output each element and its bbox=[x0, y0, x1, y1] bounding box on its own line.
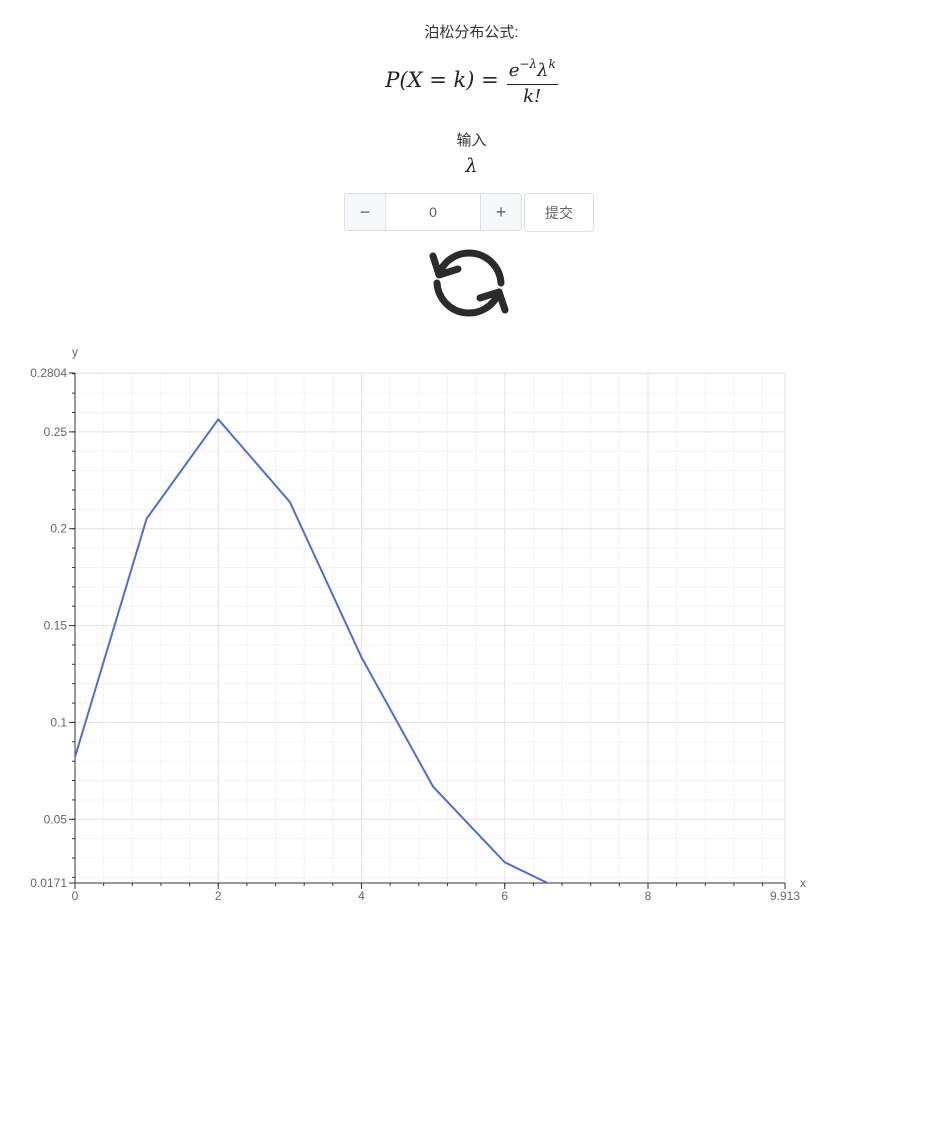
x-tick-label: 6 bbox=[501, 889, 508, 903]
formula-denominator: k! bbox=[523, 85, 542, 107]
poisson-formula: P(X = k) = e−λλk k! bbox=[0, 52, 943, 108]
y-tick-label: 0.05 bbox=[44, 812, 68, 826]
input-label: 输入 bbox=[456, 132, 487, 149]
decrement-button[interactable]: − bbox=[345, 194, 386, 230]
y-tick-label: 0.2804 bbox=[30, 366, 67, 380]
lambda-input[interactable] bbox=[386, 194, 480, 230]
formula-fraction: e−λλk k! bbox=[506, 54, 558, 107]
numerator-exponent: −λ bbox=[519, 56, 538, 71]
increment-button[interactable]: + bbox=[480, 194, 521, 230]
series-line bbox=[75, 418, 550, 883]
formula-title: 泊松分布公式: bbox=[424, 24, 519, 41]
poisson-chart: 0 2 4 6 8 9.913 0.0171 0.05 0.1 0.15 0.2 0.25 0.2804… bbox=[30, 345, 806, 903]
y-tick-label: 0.1 bbox=[50, 715, 67, 729]
lambda-stepper: − + bbox=[344, 193, 522, 231]
x-tick-label: 8 bbox=[645, 889, 652, 903]
x-tick-label: 9.913 bbox=[770, 889, 800, 903]
x-tick-label: 0 bbox=[72, 889, 79, 903]
submit-button[interactable]: 提交 bbox=[524, 193, 594, 232]
numerator-lambda: λ bbox=[537, 59, 549, 81]
x-tick-label: 4 bbox=[358, 889, 365, 903]
numerator-k: k bbox=[548, 56, 556, 71]
formula-lhs: P(X = k) = bbox=[385, 68, 499, 92]
y-tick-label: 0.15 bbox=[44, 619, 68, 633]
refresh-icon[interactable] bbox=[428, 242, 510, 324]
y-axis-label: y bbox=[72, 345, 78, 359]
y-tick-label: 0.2 bbox=[50, 522, 67, 536]
x-axis-label: x bbox=[800, 876, 806, 890]
lambda-label: λ bbox=[465, 155, 478, 177]
numerator-e: e bbox=[508, 59, 520, 81]
y-tick-label: 0.25 bbox=[44, 425, 68, 439]
x-tick-label: 2 bbox=[215, 889, 222, 903]
y-tick-label: 0.0171 bbox=[30, 876, 67, 890]
formula-numerator: e−λλk bbox=[506, 54, 558, 85]
